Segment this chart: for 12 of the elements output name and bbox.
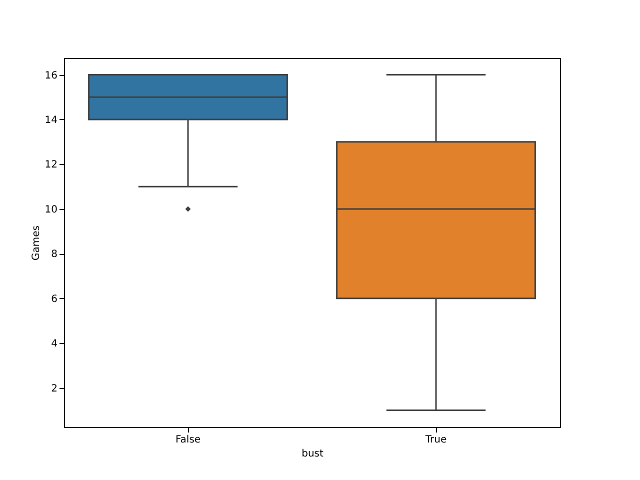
x-tick-label: True (424, 434, 447, 446)
y-tick-label: 10 (44, 204, 58, 216)
y-tick-label: 14 (44, 115, 58, 126)
y-tick-label: 6 (51, 294, 58, 305)
y-axis-title: Games (30, 226, 42, 260)
y-tick-label: 2 (51, 383, 58, 394)
y-tick-label: 16 (44, 70, 58, 82)
y-tick-label: 8 (51, 249, 58, 260)
x-axis-title: bust (302, 448, 324, 460)
y-tick-label: 4 (51, 338, 58, 350)
y-tick-label: 12 (44, 160, 58, 171)
x-tick-label: False (175, 434, 201, 446)
